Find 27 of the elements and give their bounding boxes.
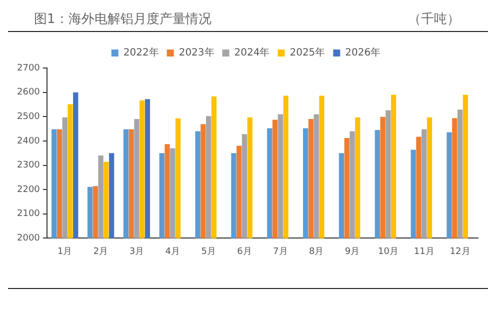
x-tick-label: 9月: [344, 246, 360, 257]
x-tick-label: 5月: [201, 246, 216, 257]
x-tick-label: 12月: [450, 246, 470, 257]
text: （千吨）: [408, 11, 460, 28]
x-tick-label: 8月: [308, 246, 324, 257]
x-tick-label: 7月: [273, 246, 288, 257]
y-tick-label: 2300: [17, 160, 40, 171]
x-tick-label: 2月: [93, 246, 108, 257]
y-tick-label: 2700: [17, 63, 40, 74]
x-tick-label: 1月: [58, 246, 72, 257]
x-tick-label: 6月: [237, 246, 252, 257]
y-tick-label: 2600: [17, 88, 40, 98]
legend-label: 2026年: [345, 46, 381, 59]
chart-title: 图1：海外电解铝月度产量情况: [34, 11, 212, 28]
legend-label: 2022年: [123, 46, 159, 59]
y-tick-label: 2000: [17, 234, 40, 244]
x-tick-label: 11月: [414, 246, 434, 257]
x-tick-label: 4月: [165, 246, 180, 257]
y-tick-label: 2200: [17, 184, 40, 195]
y-tick-label: 2100: [17, 209, 40, 220]
x-tick-label: 3月: [129, 246, 144, 257]
legend-label: 2025年: [290, 46, 326, 59]
y-tick-label: 2500: [17, 112, 40, 122]
legend-label: 2023年: [178, 46, 214, 59]
y-tick-label: 2400: [17, 136, 40, 146]
x-tick-label: 10月: [378, 246, 398, 257]
legend-label: 2024年: [234, 46, 270, 59]
